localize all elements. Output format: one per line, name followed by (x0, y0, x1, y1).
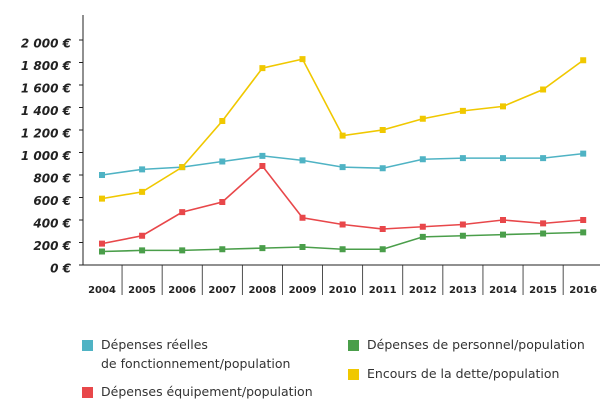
x-tick-label: 2011 (369, 285, 397, 296)
x-tick-label: 2007 (208, 285, 236, 296)
data-point (339, 132, 346, 139)
legend-item: Dépenses réelles de fonctionnement/popul… (82, 337, 291, 373)
data-point (580, 229, 587, 236)
data-point (459, 232, 466, 239)
data-point (259, 65, 266, 72)
data-point (500, 217, 506, 223)
legend-label: Dépenses équipement/population (101, 384, 313, 399)
data-point (219, 246, 226, 253)
y-tick-label: 400 € (32, 217, 71, 231)
legend-swatch (348, 369, 359, 380)
data-point (179, 209, 186, 216)
x-tick-label: 2008 (248, 285, 276, 296)
y-tick-label: 2 000 € (21, 37, 72, 51)
data-point (299, 214, 306, 221)
data-point (459, 155, 466, 162)
data-point (139, 247, 146, 254)
legend-label: Encours de la dette/population (367, 366, 560, 381)
y-tick-label: 1 000 € (21, 149, 72, 163)
data-point (299, 56, 306, 63)
data-point (339, 164, 346, 171)
y-tick-label: 0 € (50, 262, 72, 276)
data-point (379, 226, 386, 232)
series-line (101, 58, 584, 200)
data-point (99, 248, 105, 255)
y-tick-label: 800 € (33, 172, 71, 186)
data-point (379, 165, 386, 172)
chart: 0 € 200 € 400 € 600 € 800 € 1 000 € 1 200 € 1 4… (21, 15, 600, 296)
data-point (99, 172, 105, 178)
data-point (419, 115, 426, 122)
legend-swatch (82, 387, 93, 398)
data-point (99, 240, 105, 247)
data-point (259, 245, 266, 252)
data-point (540, 86, 547, 93)
x-tick-label: 2015 (529, 285, 557, 296)
data-point (219, 199, 226, 205)
data-point (500, 103, 506, 110)
legend-label: Dépenses réelles de fonctionnement/popul… (101, 337, 291, 371)
legend-label: Dépenses de personnel/population (367, 337, 585, 352)
x-tick-label: 2009 (289, 285, 317, 296)
data-point (179, 164, 186, 171)
data-point (179, 247, 186, 254)
data-point (379, 127, 386, 133)
legend-item: Encours de la dette/population (348, 366, 560, 383)
x-tick-label: 2016 (569, 285, 597, 296)
x-tick-label: 2014 (489, 285, 517, 296)
x-tick-label: 2010 (329, 285, 357, 296)
x-tick-label: 2006 (168, 285, 196, 296)
y-tick-label: 1 400 € (21, 104, 72, 118)
data-point (540, 155, 547, 162)
x-tick-label: 2013 (449, 285, 477, 296)
data-point (219, 158, 226, 165)
legend-item: Dépenses de personnel/population (348, 337, 585, 354)
data-point (139, 232, 146, 239)
data-point (459, 107, 466, 114)
data-point (299, 244, 306, 250)
y-tick-label: 200 € (33, 239, 71, 253)
data-point (419, 223, 426, 230)
data-point (580, 217, 587, 223)
data-point (419, 156, 426, 163)
data-point (580, 150, 587, 157)
data-point (419, 233, 426, 240)
data-point (139, 188, 146, 195)
data-point (259, 163, 266, 169)
x-tick-label: 2004 (88, 285, 116, 296)
data-point (339, 246, 346, 253)
data-point (540, 220, 547, 227)
data-point (580, 57, 587, 64)
data-point (139, 166, 146, 173)
data-point (219, 118, 226, 124)
data-point (379, 246, 386, 253)
legend-swatch (348, 340, 359, 351)
data-point (540, 230, 547, 237)
legend-swatch (82, 340, 93, 351)
y-tick-label: 1 200 € (21, 127, 72, 141)
series-line (101, 164, 584, 245)
x-tick-label: 2012 (409, 285, 437, 296)
y-tick-label: 1 800 € (21, 59, 72, 73)
data-point (339, 221, 346, 228)
data-point (500, 155, 506, 162)
data-point (299, 157, 306, 164)
data-point (99, 195, 105, 202)
data-point (259, 152, 266, 159)
y-tick-label: 600 € (33, 194, 71, 208)
data-point (500, 231, 506, 238)
data-point (459, 221, 466, 228)
y-tick-label: 1 600 € (21, 82, 72, 96)
legend-item: Dépenses équipement/population (82, 384, 313, 401)
x-tick-label: 2005 (128, 285, 156, 296)
